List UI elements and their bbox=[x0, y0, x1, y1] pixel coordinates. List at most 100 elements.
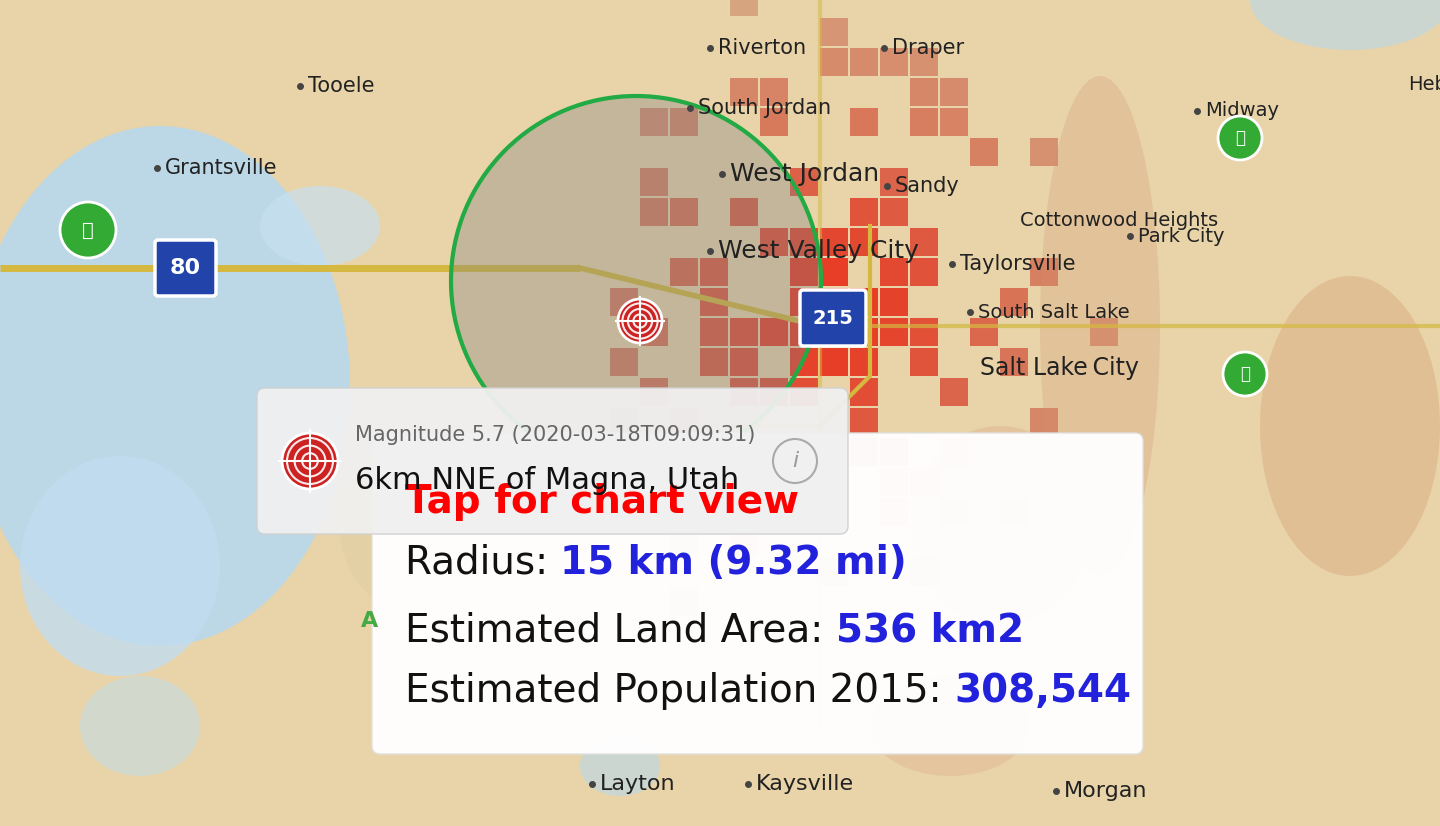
Bar bbox=[670, 498, 698, 526]
Bar bbox=[880, 48, 909, 76]
Bar bbox=[670, 108, 698, 136]
Bar bbox=[850, 108, 878, 136]
Text: 80: 80 bbox=[170, 258, 200, 278]
Text: Morgan: Morgan bbox=[1064, 781, 1148, 801]
Bar bbox=[850, 378, 878, 406]
Circle shape bbox=[618, 299, 662, 343]
Ellipse shape bbox=[0, 126, 350, 646]
Bar bbox=[880, 258, 909, 286]
Text: South Salt Lake: South Salt Lake bbox=[978, 302, 1129, 321]
Text: 215: 215 bbox=[812, 308, 854, 327]
Bar bbox=[999, 288, 1028, 316]
Bar bbox=[880, 198, 909, 226]
Bar bbox=[760, 78, 788, 106]
Bar bbox=[760, 378, 788, 406]
Bar bbox=[910, 48, 937, 76]
Bar bbox=[880, 168, 909, 196]
Text: Taylorsville: Taylorsville bbox=[960, 254, 1076, 274]
Bar bbox=[639, 318, 668, 346]
Text: i: i bbox=[792, 451, 798, 471]
Bar bbox=[819, 48, 848, 76]
Bar bbox=[730, 378, 757, 406]
Text: 6km NNE of Magna, Utah: 6km NNE of Magna, Utah bbox=[356, 466, 739, 495]
Bar bbox=[730, 198, 757, 226]
Bar bbox=[819, 258, 848, 286]
Ellipse shape bbox=[910, 426, 1090, 626]
Circle shape bbox=[451, 96, 821, 466]
Bar bbox=[670, 588, 698, 616]
Bar bbox=[910, 78, 937, 106]
Bar bbox=[971, 138, 998, 166]
Bar bbox=[850, 408, 878, 436]
Bar bbox=[700, 258, 729, 286]
Bar bbox=[730, 318, 757, 346]
Bar bbox=[850, 198, 878, 226]
Text: ⛵: ⛵ bbox=[1240, 365, 1250, 383]
Circle shape bbox=[282, 433, 338, 489]
Bar bbox=[791, 288, 818, 316]
Bar bbox=[880, 318, 909, 346]
Bar bbox=[850, 318, 878, 346]
Bar bbox=[639, 108, 668, 136]
Bar bbox=[791, 168, 818, 196]
Bar bbox=[670, 408, 698, 436]
Ellipse shape bbox=[20, 456, 220, 676]
FancyBboxPatch shape bbox=[156, 240, 216, 296]
Bar bbox=[910, 558, 937, 586]
Bar bbox=[910, 348, 937, 376]
Circle shape bbox=[60, 202, 117, 258]
Text: Estimated Population 2015:: Estimated Population 2015: bbox=[405, 672, 953, 710]
Text: ⛵: ⛵ bbox=[1236, 129, 1246, 147]
Bar bbox=[850, 438, 878, 466]
Bar bbox=[670, 198, 698, 226]
Bar bbox=[999, 498, 1028, 526]
Bar bbox=[819, 288, 848, 316]
Ellipse shape bbox=[261, 186, 380, 266]
Text: Layton: Layton bbox=[600, 774, 675, 794]
Ellipse shape bbox=[1040, 76, 1161, 576]
Bar bbox=[611, 288, 638, 316]
Bar bbox=[580, 468, 608, 496]
Bar bbox=[850, 348, 878, 376]
FancyBboxPatch shape bbox=[256, 388, 848, 534]
Bar bbox=[1030, 408, 1058, 436]
Ellipse shape bbox=[870, 676, 1030, 776]
Text: Cottonwood Heights: Cottonwood Heights bbox=[1020, 211, 1218, 230]
Text: South Jordan: South Jordan bbox=[698, 98, 831, 118]
Bar bbox=[760, 108, 788, 136]
Text: 536 km2: 536 km2 bbox=[835, 611, 1024, 649]
Bar bbox=[760, 228, 788, 256]
Text: West Jordan: West Jordan bbox=[730, 162, 880, 186]
Bar bbox=[819, 228, 848, 256]
Bar bbox=[670, 528, 698, 556]
Bar bbox=[1030, 258, 1058, 286]
Text: Radius:: Radius: bbox=[405, 544, 560, 582]
Ellipse shape bbox=[81, 676, 200, 776]
Bar bbox=[791, 318, 818, 346]
Bar bbox=[639, 378, 668, 406]
Text: 15 km (9.32 mi): 15 km (9.32 mi) bbox=[560, 544, 907, 582]
Text: Tooele: Tooele bbox=[308, 76, 374, 96]
Bar bbox=[850, 228, 878, 256]
Bar bbox=[700, 318, 729, 346]
Bar bbox=[611, 348, 638, 376]
Bar bbox=[730, 78, 757, 106]
Text: Kaysville: Kaysville bbox=[756, 774, 854, 794]
Bar bbox=[1030, 138, 1058, 166]
Bar bbox=[910, 318, 937, 346]
Text: Park City: Park City bbox=[1138, 226, 1224, 245]
Bar bbox=[730, 468, 757, 496]
Ellipse shape bbox=[340, 446, 459, 606]
Bar bbox=[940, 108, 968, 136]
Ellipse shape bbox=[1260, 276, 1440, 576]
Bar bbox=[639, 498, 668, 526]
Text: Sandy: Sandy bbox=[896, 176, 959, 196]
Bar bbox=[670, 258, 698, 286]
FancyBboxPatch shape bbox=[372, 433, 1143, 754]
Text: Riverton: Riverton bbox=[719, 38, 806, 58]
Bar bbox=[819, 18, 848, 46]
Bar bbox=[819, 438, 848, 466]
Text: West Valley City: West Valley City bbox=[719, 239, 919, 263]
Bar bbox=[910, 228, 937, 256]
Ellipse shape bbox=[580, 736, 660, 796]
